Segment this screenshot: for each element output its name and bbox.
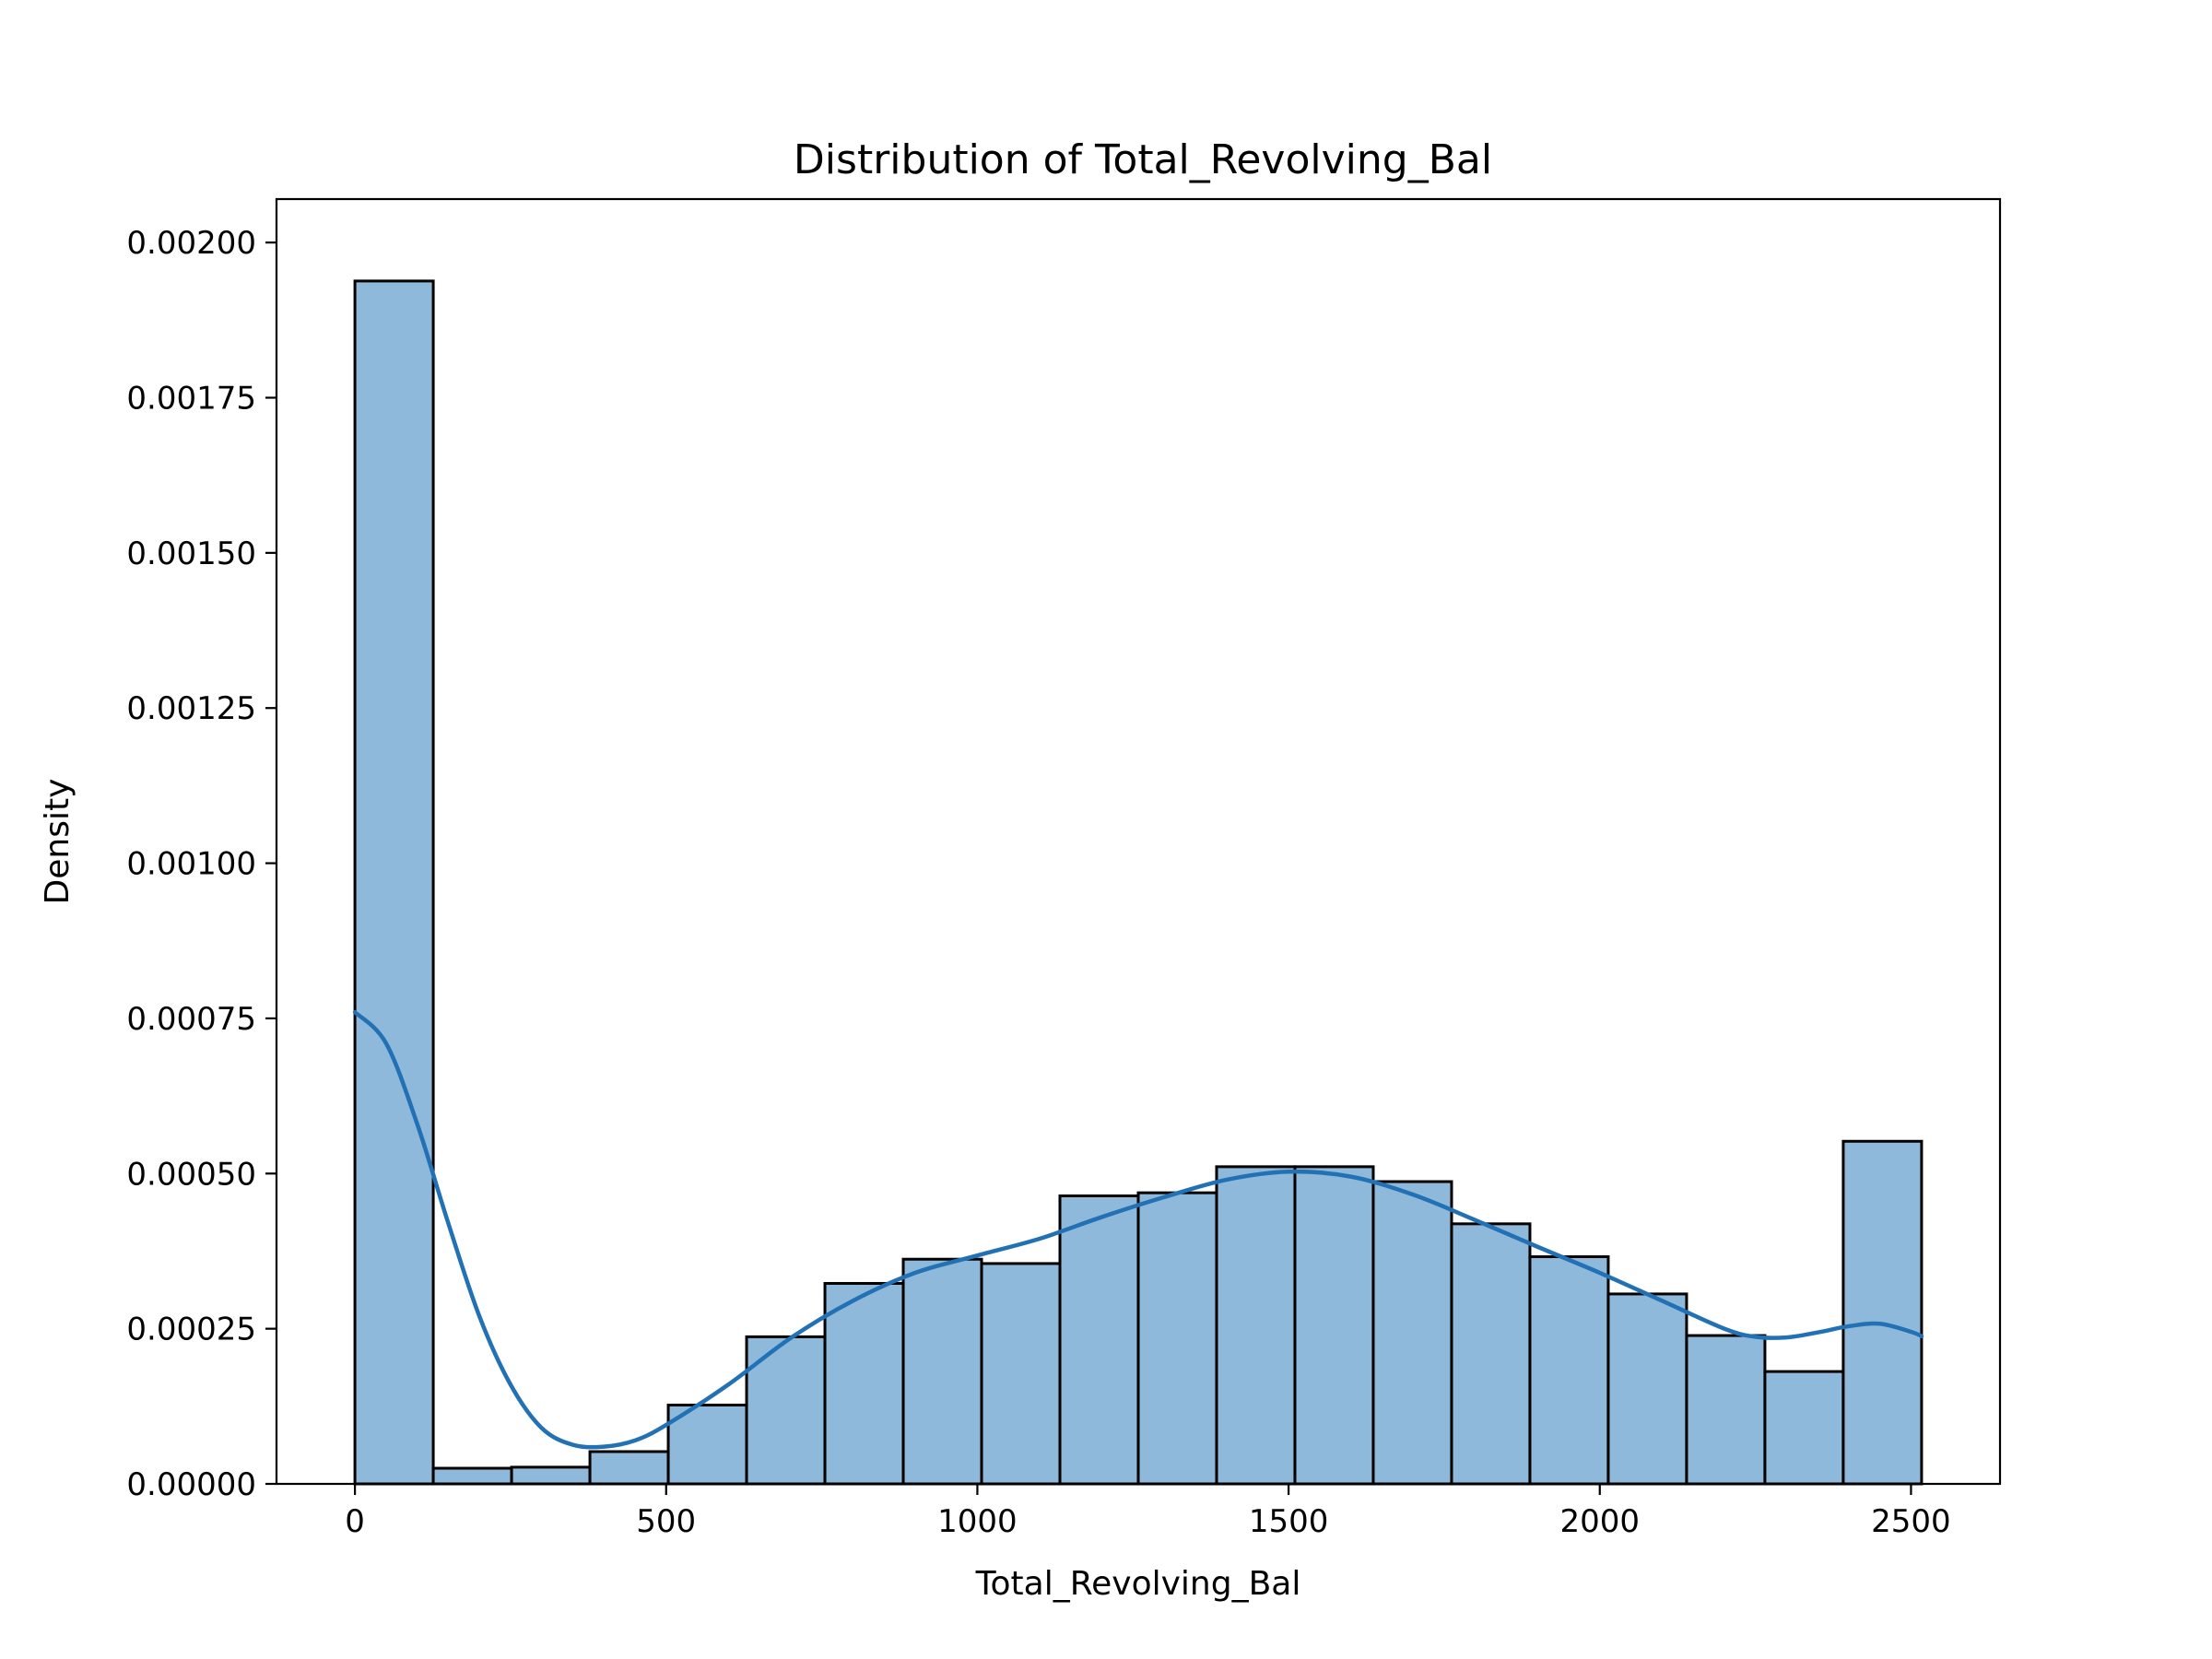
bars-layer	[353, 279, 1924, 1486]
x-axis: 0 500 1000 1500 2000 2500	[345, 1484, 1951, 1540]
x-tick-label-2: 1000	[937, 1503, 1018, 1540]
kde-line	[352, 1009, 1924, 1450]
histogram-bar-11	[1215, 1165, 1297, 1486]
x-tick-label-5: 2500	[1871, 1503, 1951, 1540]
y-axis-label: Density	[39, 779, 76, 905]
histogram-bar-14	[1450, 1222, 1532, 1486]
y-tick-label-8: 0.00200	[126, 225, 256, 262]
kde-layer	[352, 1009, 1924, 1450]
x-tick-label-3: 1500	[1249, 1503, 1329, 1540]
histogram-bar-8	[980, 1262, 1062, 1486]
y-tick-label-1: 0.00025	[126, 1312, 256, 1348]
y-tick-label-5: 0.00125	[126, 690, 256, 727]
plot-frame	[275, 197, 2002, 1486]
histogram-bar-19	[1841, 1139, 1924, 1486]
histogram-bar-10	[1136, 1191, 1218, 1486]
chart-title: Distribution of Total_Revolving_Bal	[794, 136, 1492, 183]
x-tick-label-0: 0	[345, 1503, 365, 1540]
y-tick-label-6: 0.00150	[126, 535, 256, 572]
y-tick-label-3: 0.00075	[126, 1001, 256, 1038]
x-tick-label-4: 2000	[1559, 1503, 1640, 1540]
y-tick-label-0: 0.00000	[126, 1466, 256, 1503]
y-tick-label-2: 0.00050	[126, 1156, 256, 1193]
histogram-bar-12	[1293, 1165, 1375, 1486]
histogram-bar-13	[1371, 1180, 1453, 1486]
histogram-bar-5	[745, 1335, 827, 1486]
x-axis-label: Total_Revolving_Bal	[975, 1565, 1301, 1603]
histogram-bar-9	[1058, 1194, 1140, 1486]
histogram-bar-15	[1528, 1255, 1610, 1486]
histogram-bar-7	[901, 1257, 983, 1486]
histogram-bar-16	[1606, 1292, 1688, 1486]
histogram-bar-1	[431, 1466, 513, 1486]
histogram-bar-17	[1685, 1334, 1767, 1486]
histogram-bar-0	[353, 279, 435, 1486]
histogram-bar-2	[510, 1465, 592, 1486]
histogram-bar-18	[1763, 1370, 1845, 1486]
y-tick-label-4: 0.00100	[126, 846, 256, 883]
y-axis: 0.00000 0.00025 0.00050 0.00075 0.00100 0.001…	[126, 225, 276, 1503]
histogram-bar-6	[823, 1281, 905, 1486]
y-tick-label-7: 0.00175	[126, 380, 256, 417]
histogram-bar-3	[588, 1450, 670, 1486]
x-tick-label-1: 500	[636, 1503, 696, 1540]
